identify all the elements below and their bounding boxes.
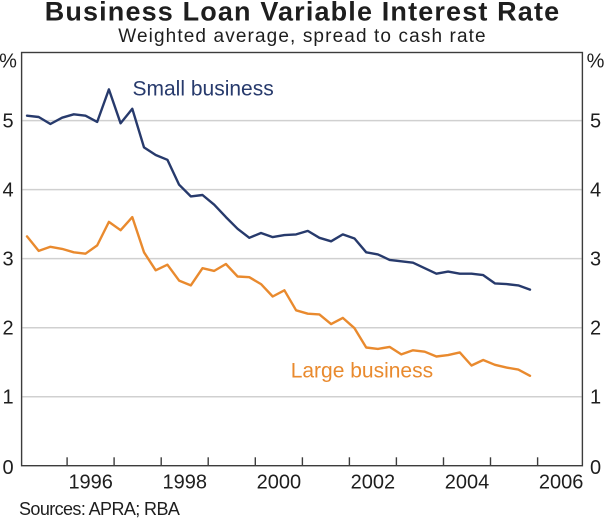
svg-text:0: 0 (2, 457, 13, 479)
svg-text:5: 5 (590, 111, 601, 133)
svg-text:2002: 2002 (351, 471, 396, 493)
svg-text:Weighted average, spread to ca: Weighted average, spread to cash rate (118, 26, 487, 47)
svg-text:2: 2 (2, 318, 13, 340)
svg-text:2004: 2004 (445, 471, 490, 493)
svg-text:Sources: APRA; RBA: Sources: APRA; RBA (19, 499, 180, 519)
svg-text:%: % (587, 51, 605, 73)
svg-text:1: 1 (590, 387, 601, 409)
svg-text:4: 4 (2, 180, 13, 202)
svg-text:2: 2 (590, 318, 601, 340)
svg-text:Large business: Large business (291, 360, 433, 383)
svg-text:5: 5 (2, 111, 13, 133)
svg-text:2006: 2006 (539, 471, 584, 493)
svg-text:1: 1 (2, 387, 13, 409)
svg-text:Business Loan Variable Interes: Business Loan Variable Interest Rate (45, 0, 561, 27)
svg-text:1996: 1996 (68, 471, 113, 493)
svg-text:Small business: Small business (133, 77, 274, 100)
svg-text:0: 0 (590, 457, 601, 479)
svg-text:3: 3 (590, 249, 601, 271)
svg-text:3: 3 (2, 249, 13, 271)
svg-text:2000: 2000 (257, 471, 302, 493)
svg-text:1998: 1998 (163, 471, 208, 493)
svg-text:%: % (0, 51, 17, 73)
svg-text:4: 4 (590, 180, 601, 202)
